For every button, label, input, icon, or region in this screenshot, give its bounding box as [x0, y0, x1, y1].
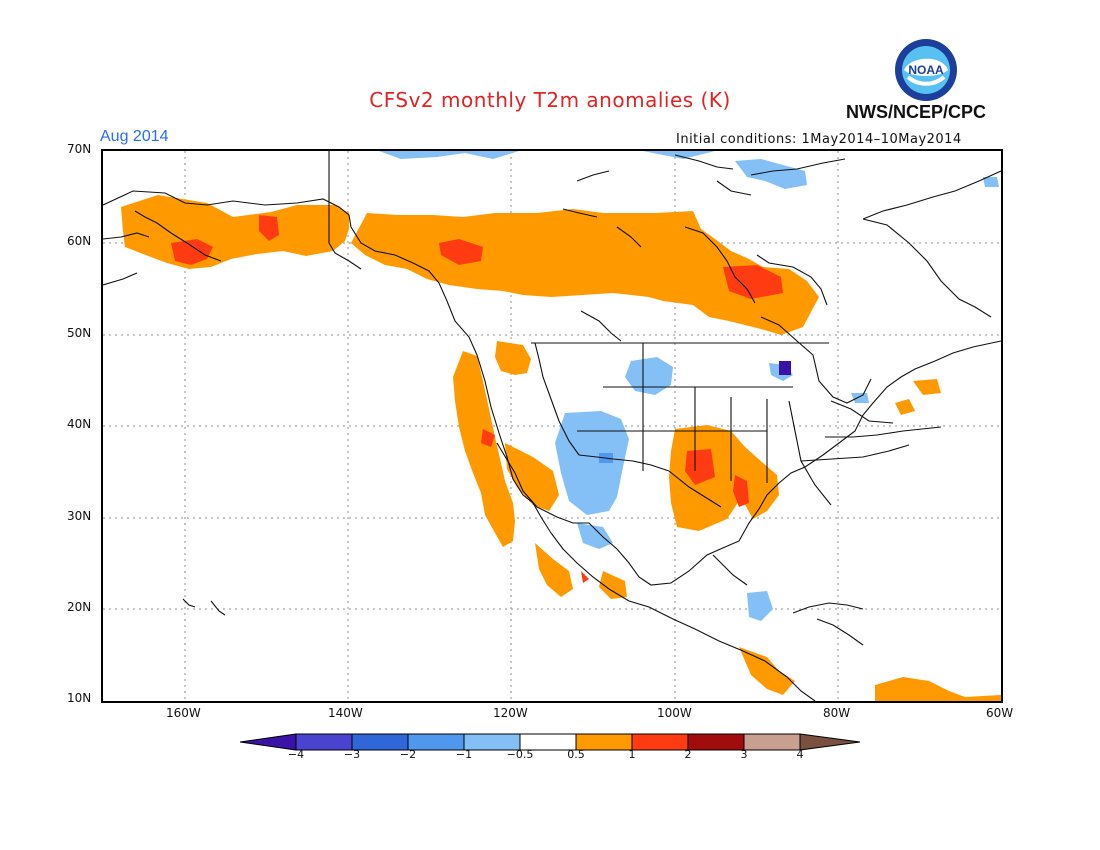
legend-swatch-3-to-4 — [743, 733, 801, 751]
lon-label-100w: 100W — [657, 706, 692, 720]
lon-label-160w: 160W — [166, 706, 201, 720]
lon-label-120w: 120W — [493, 706, 528, 720]
lat-label-40n: 40N — [67, 417, 92, 431]
legend-tick-minus1: −1 — [455, 748, 473, 761]
lat-label-20n: 20N — [67, 600, 92, 614]
map-svg — [103, 151, 1001, 701]
lon-label-140w: 140W — [328, 706, 363, 720]
lon-label-80w: 80W — [823, 706, 851, 720]
legend-tick-minus3: −3 — [343, 748, 361, 761]
agency-label: NWS/NCEP/CPC — [846, 102, 987, 122]
legend-swatch-2-to-3 — [687, 733, 745, 751]
noaa-logo: NOAA — [894, 38, 958, 102]
legend-bar — [239, 733, 861, 751]
forecast-period: Aug 2014 — [100, 128, 169, 145]
legend-tick-1: 1 — [628, 748, 636, 761]
color-legend — [239, 732, 861, 772]
legend-tick-minus2: −2 — [399, 748, 417, 761]
legend-tick-4: 4 — [796, 748, 804, 761]
lat-label-60n: 60N — [67, 234, 92, 248]
map-title: CFSv2 monthly T2m anomalies (K) — [369, 88, 731, 112]
legend-tick-minus05: −0.5 — [506, 748, 534, 761]
lat-label-50n: 50N — [67, 326, 92, 340]
legend-tick-05: 0.5 — [567, 748, 585, 761]
legend-swatch-1-to-2 — [631, 733, 689, 751]
legend-tick-minus4: −4 — [287, 748, 305, 761]
initial-conditions: Initial conditions: 1May2014–10May2014 — [676, 132, 962, 147]
lat-label-70n: 70N — [67, 142, 92, 156]
legend-swatch-gt-4 — [799, 733, 861, 751]
lat-label-30n: 30N — [67, 509, 92, 523]
noaa-logo-text: NOAA — [908, 63, 944, 77]
lat-label-10n: 10N — [67, 691, 92, 705]
coastlines-and-borders — [103, 151, 1001, 701]
legend-tick-3: 3 — [740, 748, 748, 761]
anomaly-shading — [121, 151, 1001, 701]
lon-label-60w: 60W — [986, 706, 1014, 720]
forecast-map — [101, 149, 1003, 703]
legend-tick-2: 2 — [684, 748, 692, 761]
